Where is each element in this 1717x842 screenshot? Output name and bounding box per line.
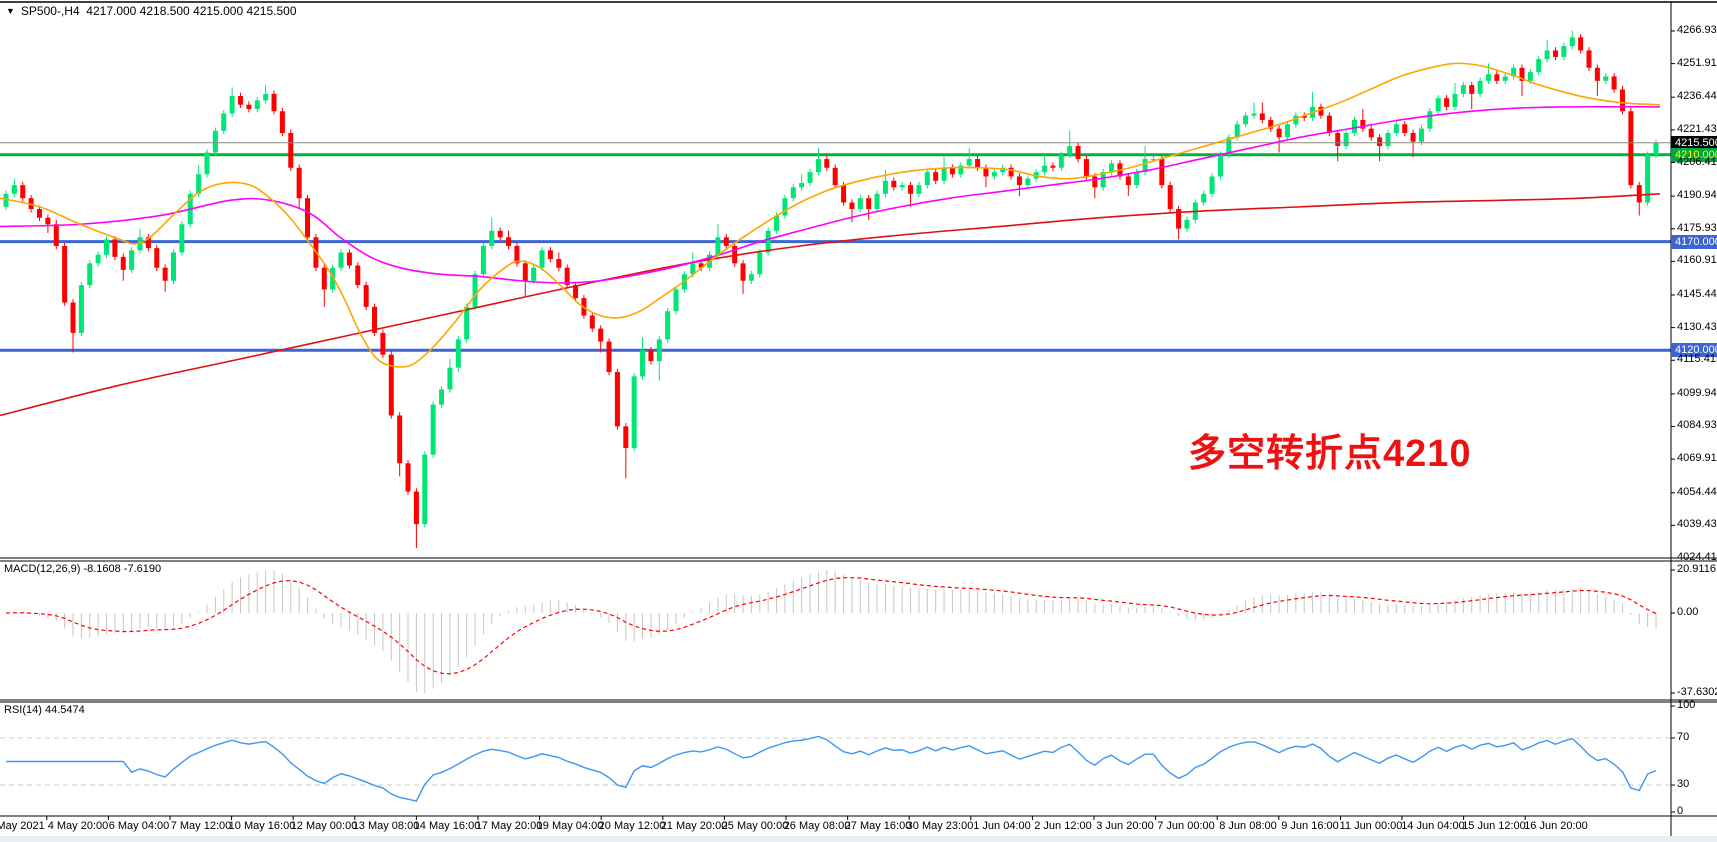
price-axis[interactable] <box>1671 2 1717 836</box>
rsi-axis-label: 0 <box>1677 805 1684 817</box>
rsi-axis-label: 100 <box>1677 699 1696 711</box>
time-axis-label: 21 May 20:00 <box>660 820 728 832</box>
time-axis-label: 7 Jun 00:00 <box>1157 820 1215 832</box>
time-axis-label: 17 May 20:00 <box>475 820 543 832</box>
macd-axis-label: -37.6302 <box>1677 686 1717 698</box>
time-axis-label: 3 May 2021 <box>0 820 45 832</box>
price-axis-label: 4069.915 <box>1677 452 1717 464</box>
rsi-axis-label: 30 <box>1677 778 1690 790</box>
chevron-down-icon[interactable]: ▼ <box>6 6 15 16</box>
hline-4170-badge: 4170.000 <box>1671 235 1717 249</box>
time-axis-label: 20 May 12:00 <box>598 820 666 832</box>
time-axis-label: 4 May 20:00 <box>47 820 109 832</box>
price-axis-label: 4099.945 <box>1677 387 1717 399</box>
price-axis-label: 4160.915 <box>1677 254 1717 266</box>
price-axis-label: 4221.430 <box>1677 123 1717 135</box>
hline-4120-badge: 4120.000 <box>1671 343 1717 357</box>
price-axis-label: 4206.415 <box>1677 156 1717 168</box>
ohlc-values: 4217.000 4218.500 4215.000 4215.500 <box>86 4 297 18</box>
time-axis-label: 14 Jun 04:00 <box>1401 820 1465 832</box>
time-axis-label: 10 May 16:00 <box>228 820 296 832</box>
time-axis-label: 6 May 04:00 <box>108 820 170 832</box>
price-axis-label: 4145.445 <box>1677 288 1717 300</box>
price-axis-label: 4251.915 <box>1677 57 1717 69</box>
hline-4210-badge: 4210.000 <box>1671 148 1717 162</box>
time-axis-label: 15 Jun 12:00 <box>1462 820 1526 832</box>
macd-axis-label: 20.9116 <box>1677 563 1716 575</box>
price-axis-label: 4190.945 <box>1677 189 1717 201</box>
rsi-axis-label: 70 <box>1677 731 1690 743</box>
time-axis-label: 8 Jun 08:00 <box>1219 820 1277 832</box>
macd-axis-label: 0.00 <box>1677 606 1699 618</box>
current-price-badge: 4215.500 <box>1671 136 1717 150</box>
time-axis-label: 30 May 23:00 <box>906 820 974 832</box>
time-axis-label: 25 May 00:00 <box>721 820 789 832</box>
chart-annotation-text: 多空转折点4210 <box>1188 433 1472 475</box>
time-axis-label: 7 May 12:00 <box>170 820 232 832</box>
time-axis-label: 3 Jun 20:00 <box>1096 820 1154 832</box>
chart-title: ▼ SP500-,H4 4217.000 4218.500 4215.000 42… <box>6 4 297 18</box>
price-axis-label: 4115.415 <box>1677 353 1717 365</box>
time-axis[interactable] <box>0 816 1671 836</box>
time-axis-label: 12 May 00:00 <box>290 820 358 832</box>
macd-indicator-label: MACD(12,26,9) -8.1608 -7.6190 <box>4 563 162 575</box>
time-axis-label: 19 May 04:00 <box>536 820 604 832</box>
price-axis-label: 4236.445 <box>1677 90 1717 102</box>
price-axis-label: 4266.930 <box>1677 24 1717 36</box>
time-axis-label: 1 Jun 04:00 <box>973 820 1031 832</box>
symbol-period-label: SP500-,H4 <box>20 4 80 18</box>
price-axis-label: 4054.445 <box>1677 486 1717 498</box>
time-axis-label: 27 May 16:00 <box>844 820 912 832</box>
price-axis-label: 4024.415 <box>1677 551 1717 563</box>
time-axis-label: 13 May 08:00 <box>352 820 420 832</box>
rsi-indicator-label: RSI(14) 44.5474 <box>4 704 85 716</box>
price-axis-label: 4130.430 <box>1677 321 1717 333</box>
time-axis-label: 14 May 16:00 <box>413 820 481 832</box>
price-axis-label: 4084.930 <box>1677 419 1717 431</box>
time-axis-label: 26 May 08:00 <box>783 820 851 832</box>
time-axis-label: 16 Jun 20:00 <box>1524 820 1588 832</box>
price-axis-label: 4175.930 <box>1677 222 1717 234</box>
time-axis-label: 11 Jun 00:00 <box>1339 820 1403 832</box>
time-axis-label: 9 Jun 16:00 <box>1281 820 1339 832</box>
price-axis-label: 4039.430 <box>1677 518 1717 530</box>
time-axis-label: 2 Jun 12:00 <box>1034 820 1092 832</box>
